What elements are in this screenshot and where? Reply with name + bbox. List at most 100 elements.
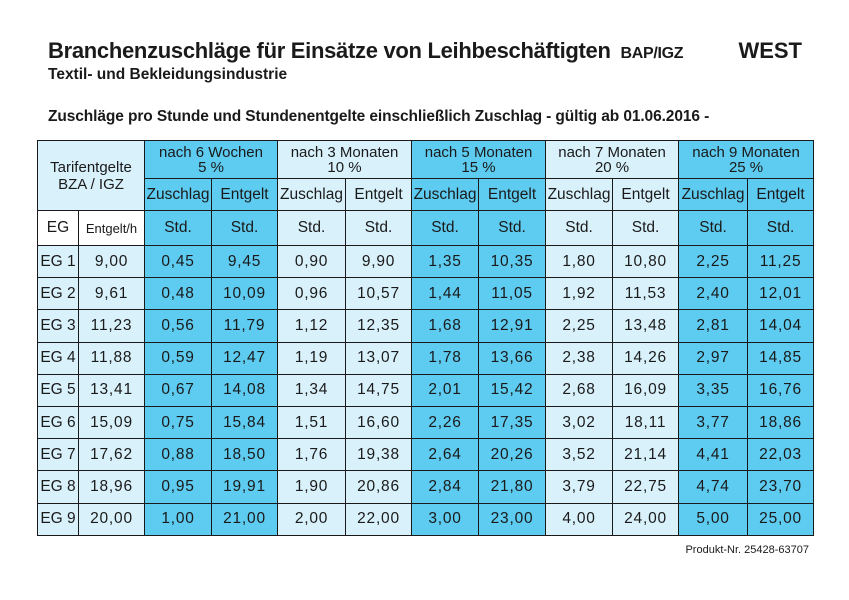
zuschlag-cell: 1,00 bbox=[144, 502, 212, 536]
entgelt-cell: 14,08 bbox=[211, 373, 278, 407]
entgelt-cell: 18,11 bbox=[612, 405, 680, 440]
unit-label: Std. bbox=[478, 210, 547, 246]
zuschlag-cell: 0,56 bbox=[144, 309, 212, 343]
zuschlag-cell: 2,00 bbox=[277, 502, 346, 536]
zuschlag-cell: 2,68 bbox=[545, 373, 614, 407]
zuschlag-cell: 2,25 bbox=[678, 244, 749, 279]
eg-cell: EG 7 bbox=[37, 438, 79, 472]
zuschlag-cell: 2,26 bbox=[411, 405, 480, 440]
zuschlag-cell: 2,81 bbox=[678, 309, 749, 343]
title-suffix: BAP/IGZ bbox=[620, 45, 684, 62]
table-row: EG 6 15,09 0,75 15,84 1,51 16,60 2,26 17,35 3,02… bbox=[37, 405, 815, 440]
unit-label: Std. bbox=[344, 210, 413, 246]
zuschlag-cell: 0,48 bbox=[144, 277, 212, 311]
entgelt-cell: 10,35 bbox=[478, 244, 547, 279]
zuschlag-cell: 2,38 bbox=[545, 341, 614, 375]
group-header-row: Tarifentgelte BZA / IGZ nach 6 Wochen 5 %… bbox=[37, 140, 815, 211]
eg-cell: EG 4 bbox=[37, 341, 79, 375]
entgelt-cell: 19,38 bbox=[344, 438, 413, 472]
entgelt-cell: 17,35 bbox=[478, 405, 547, 440]
table-row: EG 2 9,61 0,48 10,09 0,96 10,57 1,44 11,05 1,92 1… bbox=[37, 277, 815, 311]
entgelt-cell: 12,35 bbox=[344, 309, 413, 343]
entgelt-cell: 11,53 bbox=[612, 277, 680, 311]
entgelt-cell: 25,00 bbox=[747, 502, 815, 536]
entgelt-cell: 10,80 bbox=[612, 244, 680, 279]
zuschlag-cell: 0,96 bbox=[277, 277, 346, 311]
entgelt-cell: 12,47 bbox=[211, 341, 278, 375]
corner-line1: Tarifentgelte bbox=[50, 158, 132, 176]
eg-cell: EG 5 bbox=[37, 373, 79, 407]
eg-cell: EG 3 bbox=[37, 309, 79, 343]
entgelt-cell: 19,91 bbox=[211, 470, 278, 504]
group-header: nach 3 Monaten 10 % bbox=[276, 140, 413, 179]
eg-cell: EG 9 bbox=[37, 502, 79, 536]
rates-table: Tarifentgelte BZA / IGZ nach 6 Wochen 5 %… bbox=[37, 140, 815, 536]
zuschlag-header: Zuschlag bbox=[411, 178, 480, 211]
unit-label: Std. bbox=[144, 210, 212, 246]
page-subtitle: Textil- und Bekleidungsindustrie bbox=[48, 66, 288, 83]
unit-label: Std. bbox=[211, 210, 278, 246]
entgelt-cell: 12,91 bbox=[478, 309, 547, 343]
table-row: EG 4 11,88 0,59 12,47 1,19 13,07 1,78 13,66 2,38… bbox=[37, 341, 815, 375]
zuschlag-cell: 2,97 bbox=[678, 341, 749, 375]
entgelt-header: Entgelt bbox=[211, 178, 278, 211]
entgelt-cell: 14,04 bbox=[747, 309, 815, 343]
entgelt-header: Entgelt bbox=[478, 178, 547, 211]
zuschlag-header: Zuschlag bbox=[545, 178, 614, 211]
entgelt-cell: 20,86 bbox=[344, 470, 413, 504]
zuschlag-cell: 2,25 bbox=[545, 309, 614, 343]
zuschlag-header: Zuschlag bbox=[678, 178, 749, 211]
zuschlag-cell: 0,95 bbox=[144, 470, 212, 504]
zuschlag-cell: 1,34 bbox=[277, 373, 346, 407]
entgelt-cell: 13,48 bbox=[612, 309, 680, 343]
entgelt-cell: 10,09 bbox=[211, 277, 278, 311]
base-rate-cell: 20,00 bbox=[78, 502, 145, 536]
group-header: nach 6 Wochen 5 % bbox=[144, 140, 278, 179]
entgelt-cell: 23,70 bbox=[747, 470, 815, 504]
zuschlag-cell: 1,92 bbox=[545, 277, 614, 311]
zuschlag-cell: 3,02 bbox=[545, 405, 614, 440]
zuschlag-cell: 0,67 bbox=[144, 373, 212, 407]
base-rate-cell: 18,96 bbox=[78, 470, 145, 504]
zuschlag-cell: 3,79 bbox=[545, 470, 614, 504]
zuschlag-cell: 0,59 bbox=[144, 341, 212, 375]
base-rate-cell: 17,62 bbox=[78, 438, 145, 472]
entgelt-cell: 14,26 bbox=[612, 341, 680, 375]
table-row: EG 7 17,62 0,88 18,50 1,76 19,38 2,64 20,26 3,52… bbox=[37, 438, 815, 472]
unit-label: Std. bbox=[612, 210, 680, 246]
corner-line2: BZA / IGZ bbox=[58, 175, 124, 193]
zuschlag-cell: 3,35 bbox=[678, 373, 749, 407]
entgelt-cell: 21,00 bbox=[211, 502, 278, 536]
entgelt-cell: 23,00 bbox=[478, 502, 547, 536]
zuschlag-header: Zuschlag bbox=[277, 178, 346, 211]
entgelt-cell: 24,00 bbox=[612, 502, 680, 536]
zuschlag-header: Zuschlag bbox=[144, 178, 212, 211]
table-row: EG 8 18,96 0,95 19,91 1,90 20,86 2,84 21,80 3,79… bbox=[37, 470, 815, 504]
zuschlag-cell: 2,64 bbox=[411, 438, 480, 472]
zuschlag-cell: 1,19 bbox=[277, 341, 346, 375]
entgelt-header: Entgelt bbox=[612, 178, 680, 211]
entgelt-header: Entgelt bbox=[344, 178, 413, 211]
table-row: EG 1 9,00 0,45 9,45 0,90 9,90 1,35 10,35 1,80 10,… bbox=[37, 244, 815, 279]
base-rate-cell: 13,41 bbox=[78, 373, 145, 407]
zuschlag-cell: 1,35 bbox=[411, 244, 480, 279]
table-row: EG 5 13,41 0,67 14,08 1,34 14,75 2,01 15,42 2,68… bbox=[37, 373, 815, 407]
zuschlag-cell: 1,51 bbox=[277, 405, 346, 440]
zuschlag-cell: 0,45 bbox=[144, 244, 212, 279]
zuschlag-cell: 0,75 bbox=[144, 405, 212, 440]
entgelt-cell: 11,79 bbox=[211, 309, 278, 343]
entgelt-cell: 18,50 bbox=[211, 438, 278, 472]
base-rate-cell: 15,09 bbox=[78, 405, 145, 440]
eg-column-header: EG bbox=[37, 210, 79, 246]
page-title: Branchenzuschläge für Einsätze von Leihb… bbox=[48, 38, 684, 64]
table-row: EG 3 11,23 0,56 11,79 1,12 12,35 1,68 12,91 2,25… bbox=[37, 309, 815, 343]
entgelt-cell: 14,75 bbox=[344, 373, 413, 407]
entgelt-h-column-header: Entgelt/h bbox=[78, 210, 145, 246]
product-number: Produkt-Nr. 25428-63707 bbox=[685, 544, 809, 556]
entgelt-cell: 16,60 bbox=[344, 405, 413, 440]
entgelt-cell: 15,42 bbox=[478, 373, 547, 407]
zuschlag-cell: 3,52 bbox=[545, 438, 614, 472]
base-rate-cell: 11,88 bbox=[78, 341, 145, 375]
entgelt-cell: 12,01 bbox=[747, 277, 815, 311]
entgelt-header: Entgelt bbox=[747, 178, 815, 211]
